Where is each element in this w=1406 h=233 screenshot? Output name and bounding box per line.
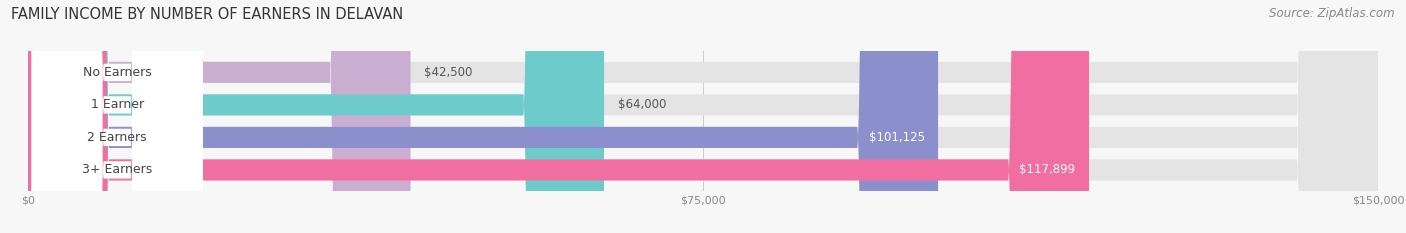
FancyBboxPatch shape	[32, 0, 202, 233]
FancyBboxPatch shape	[28, 0, 1090, 233]
FancyBboxPatch shape	[28, 0, 605, 233]
FancyBboxPatch shape	[28, 0, 411, 233]
Text: 3+ Earners: 3+ Earners	[82, 163, 152, 176]
FancyBboxPatch shape	[28, 0, 1378, 233]
Text: $42,500: $42,500	[425, 66, 472, 79]
Text: 1 Earner: 1 Earner	[90, 98, 143, 111]
FancyBboxPatch shape	[32, 0, 202, 233]
FancyBboxPatch shape	[32, 0, 202, 233]
Text: $101,125: $101,125	[869, 131, 925, 144]
FancyBboxPatch shape	[28, 0, 1378, 233]
FancyBboxPatch shape	[32, 0, 202, 233]
Text: FAMILY INCOME BY NUMBER OF EARNERS IN DELAVAN: FAMILY INCOME BY NUMBER OF EARNERS IN DE…	[11, 7, 404, 22]
Text: 2 Earners: 2 Earners	[87, 131, 148, 144]
FancyBboxPatch shape	[28, 0, 938, 233]
Text: No Earners: No Earners	[83, 66, 152, 79]
Text: $64,000: $64,000	[617, 98, 666, 111]
Text: $117,899: $117,899	[1019, 163, 1076, 176]
FancyBboxPatch shape	[28, 0, 1378, 233]
Text: Source: ZipAtlas.com: Source: ZipAtlas.com	[1270, 7, 1395, 20]
FancyBboxPatch shape	[28, 0, 1378, 233]
